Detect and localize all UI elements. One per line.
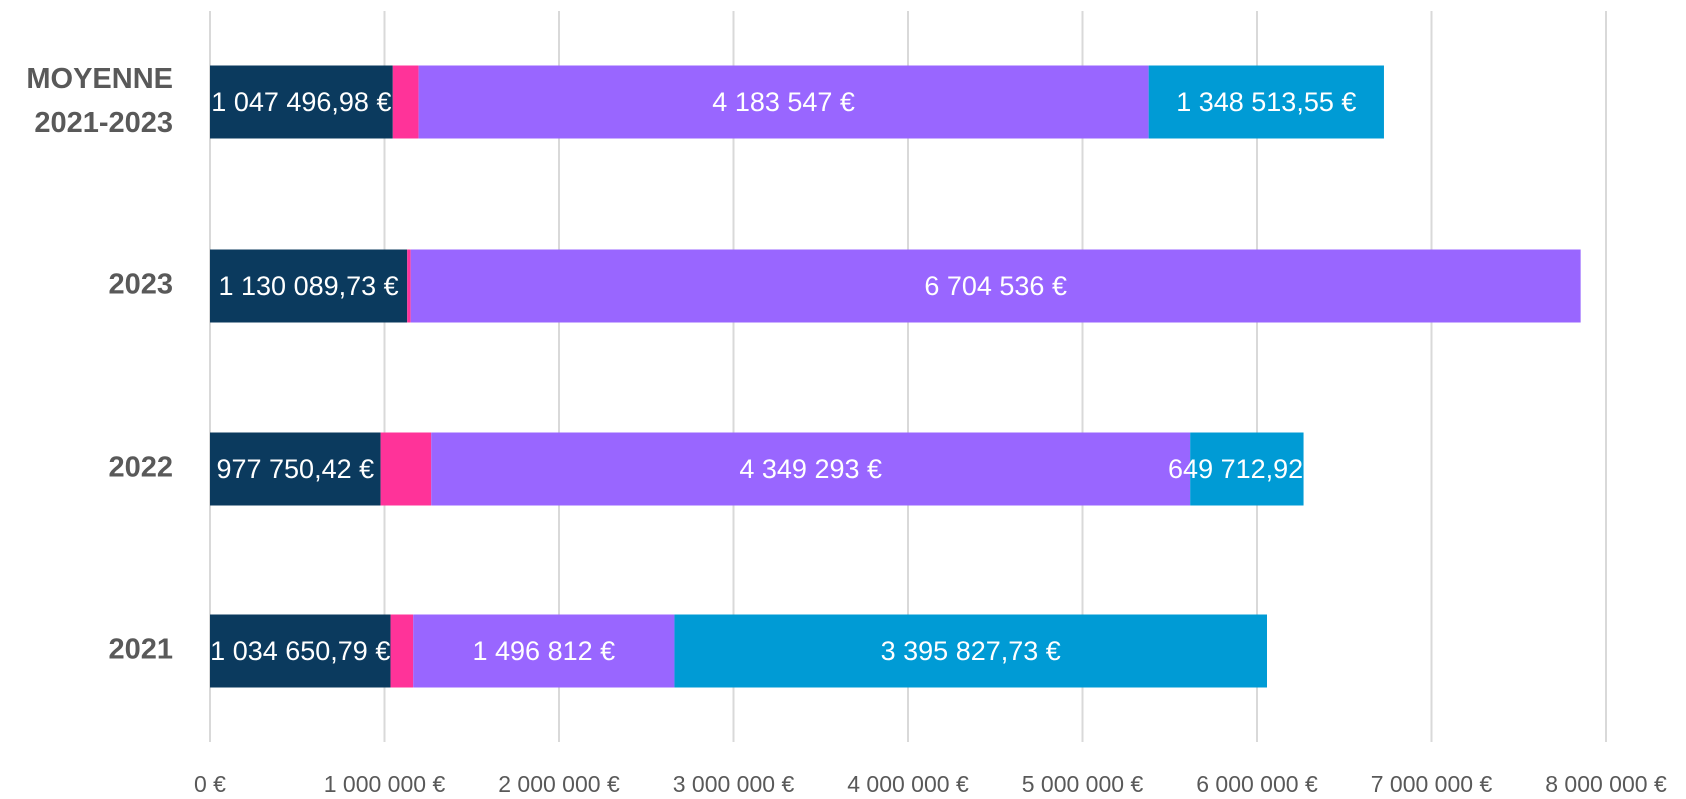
category-label: 2022	[108, 452, 173, 484]
data-label: 1 047 496,98 €	[211, 87, 391, 117]
data-label: 3 395 827,73 €	[881, 636, 1061, 666]
x-tick-label: 8 000 000 €	[1545, 771, 1667, 797]
bar-segment	[1148, 65, 1384, 139]
bar-segment	[390, 614, 414, 688]
data-label: 1 034 650,79 €	[210, 636, 390, 666]
bar-segment	[431, 432, 1191, 506]
x-tick-label: 1 000 000 €	[324, 771, 446, 797]
x-tick-label: 7 000 000 €	[1371, 771, 1493, 797]
data-label: 1 496 812 €	[473, 636, 616, 666]
bar-segment	[210, 614, 391, 688]
bar-segment	[410, 249, 1581, 323]
x-tick-label: 5 000 000 €	[1022, 771, 1144, 797]
bar-segment	[674, 614, 1267, 688]
bar-segment	[210, 432, 381, 506]
x-tick-label: 6 000 000 €	[1196, 771, 1318, 797]
data-label: 649 712,92 €	[1168, 454, 1326, 484]
bar-segment	[1190, 432, 1304, 506]
category-label: 2021	[108, 634, 173, 666]
x-tick-label: 2 000 000 €	[498, 771, 620, 797]
bar-segment	[392, 65, 419, 139]
data-label: 6 704 536 €	[924, 271, 1067, 301]
data-label: 977 750,42 €	[216, 454, 374, 484]
category-label: MOYENNE 2021-2023	[26, 63, 173, 139]
bar-segment	[380, 432, 432, 506]
data-label: 4 183 547 €	[712, 87, 855, 117]
x-tick-label: 3 000 000 €	[673, 771, 795, 797]
bar-segment	[210, 249, 408, 323]
data-label: 1 348 513,55 €	[1176, 87, 1356, 117]
bar-segment	[210, 65, 393, 139]
bar-segment	[413, 614, 675, 688]
data-label: 4 349 293 €	[739, 454, 882, 484]
x-tick-label: 4 000 000 €	[847, 771, 969, 797]
x-tick-label: 0 €	[194, 771, 226, 797]
category-label: 2023	[108, 269, 173, 301]
data-label: 1 130 089,73 €	[219, 271, 399, 301]
bar-segment	[407, 249, 411, 323]
bar-segment	[418, 65, 1149, 139]
